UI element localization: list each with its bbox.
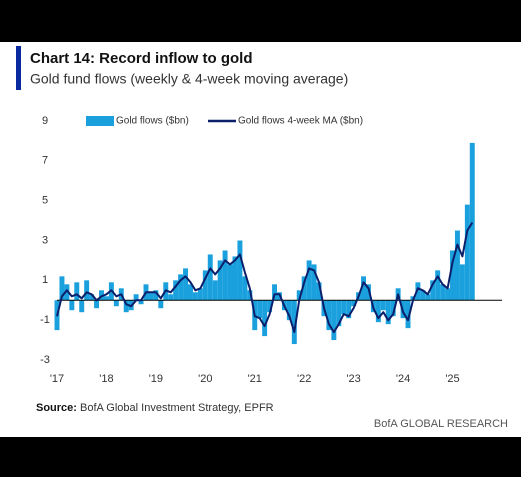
bar <box>306 260 312 301</box>
bar <box>316 282 322 301</box>
source: BofA Global Investment Strategy, EPFR <box>80 402 274 414</box>
x-tick-label: '24 <box>396 373 410 385</box>
y-tick-label: 9 <box>42 115 48 127</box>
bar <box>361 276 366 301</box>
x-tick-label: '18 <box>99 373 113 385</box>
bar <box>385 300 391 325</box>
bar <box>113 300 119 307</box>
bar <box>84 280 90 301</box>
bar <box>257 300 263 319</box>
bar <box>74 282 80 301</box>
chart-subtitle: Gold fund flows (weekly & 4-week moving … <box>30 71 348 87</box>
source-label: Source: <box>36 402 77 414</box>
bar <box>380 300 386 311</box>
brand: BofA GLOBAL RESEARCH <box>374 418 508 430</box>
bar <box>168 294 174 301</box>
panel <box>0 42 521 437</box>
x-tick-label: '17 <box>50 373 64 385</box>
bar <box>301 276 307 301</box>
x-tick-label: '20 <box>198 373 212 385</box>
bar <box>69 300 75 311</box>
bar <box>227 264 233 301</box>
bar <box>390 300 396 317</box>
legend-label: Gold flows 4-week MA ($bn) <box>238 116 363 127</box>
y-tick-label: 1 <box>42 274 48 286</box>
bar <box>173 280 179 301</box>
chart-title: Chart 14: Record inflow to gold <box>30 50 253 67</box>
bar <box>232 256 238 301</box>
legend-swatch <box>86 116 114 126</box>
bar <box>237 240 243 301</box>
bar <box>197 288 203 301</box>
bar <box>192 292 198 301</box>
bar <box>212 280 218 301</box>
bar <box>133 294 139 301</box>
bar <box>138 300 144 305</box>
bar <box>242 276 248 301</box>
bar <box>79 300 85 313</box>
bar <box>346 300 352 319</box>
bar <box>178 274 184 301</box>
bar <box>272 284 277 301</box>
y-tick-label: 3 <box>42 234 48 246</box>
bar <box>440 284 446 301</box>
bar <box>286 300 292 321</box>
bar <box>450 250 455 301</box>
bar <box>291 300 297 345</box>
bar <box>459 264 465 301</box>
legend-label: Gold flows ($bn) <box>116 116 189 127</box>
y-tick-label: -3 <box>40 354 50 366</box>
bar <box>341 300 347 315</box>
bar <box>430 280 436 301</box>
x-tick-label: '19 <box>149 373 163 385</box>
bar <box>405 300 411 329</box>
x-tick-label: '22 <box>297 373 311 385</box>
bar <box>148 292 154 301</box>
bar <box>217 260 223 301</box>
bar <box>94 300 100 309</box>
bar <box>222 250 228 301</box>
bar <box>202 270 208 301</box>
bar <box>153 290 159 301</box>
bar <box>415 282 421 301</box>
bar <box>420 290 426 301</box>
bar <box>64 284 70 301</box>
bar <box>425 294 431 301</box>
bar <box>331 300 337 341</box>
bar <box>183 268 189 301</box>
accent-bar <box>16 46 21 90</box>
y-tick-label: 5 <box>42 195 48 207</box>
bar <box>262 300 268 337</box>
bar <box>247 290 253 301</box>
bar <box>454 230 460 301</box>
bar <box>435 270 441 301</box>
bar <box>207 254 213 301</box>
bar <box>311 264 317 301</box>
bar <box>469 142 475 301</box>
bar <box>89 294 95 301</box>
bar <box>296 290 302 301</box>
bar <box>123 300 129 313</box>
y-tick-label: -1 <box>40 314 50 326</box>
bar <box>351 300 357 307</box>
ma-line <box>56 222 474 334</box>
bar <box>158 300 164 309</box>
bar <box>464 204 470 301</box>
bar <box>103 296 109 301</box>
bar <box>188 284 193 301</box>
bar <box>59 276 65 301</box>
bar <box>326 300 332 331</box>
x-tick-label: '21 <box>248 373 262 385</box>
bar <box>336 300 342 327</box>
bar <box>375 300 381 323</box>
x-tick-label: '23 <box>346 373 360 385</box>
bar <box>267 300 273 313</box>
x-tick-label: '25 <box>445 373 459 385</box>
bar <box>445 288 451 301</box>
y-tick-label: 7 <box>42 155 48 167</box>
